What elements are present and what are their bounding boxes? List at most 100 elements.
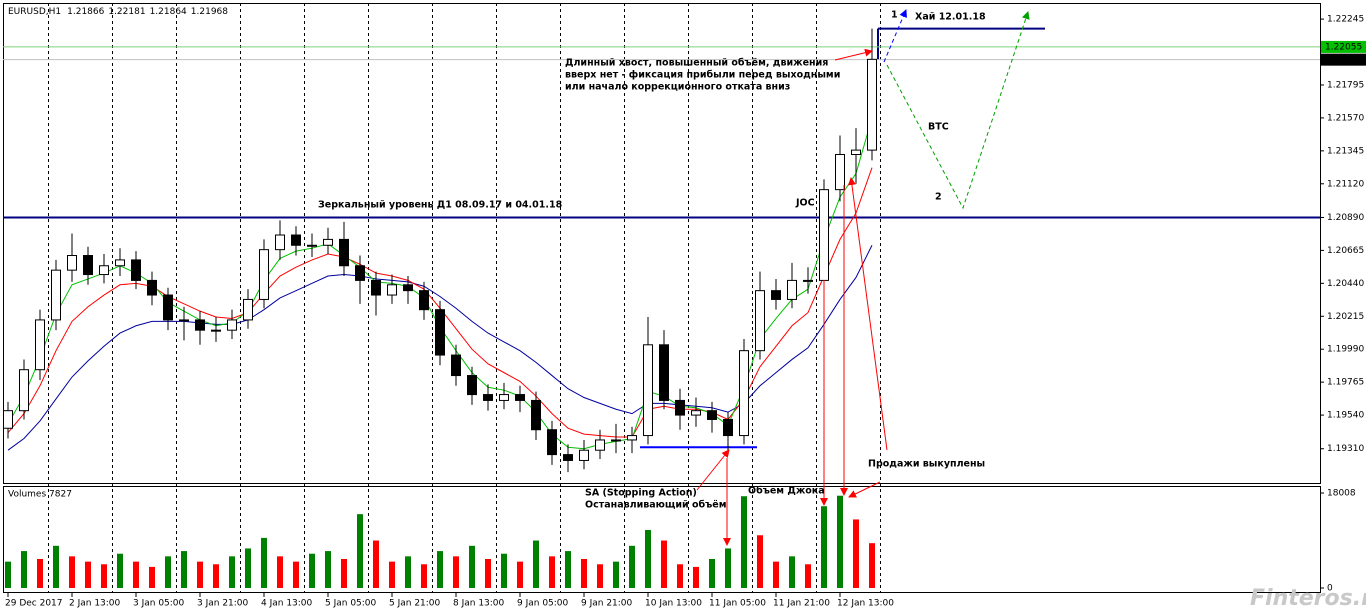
arrow: [848, 481, 881, 498]
candle-body: [355, 265, 365, 281]
candle-body: [211, 329, 221, 332]
candle-body: [339, 238, 349, 267]
volume-bar: [213, 564, 219, 588]
volume-bar: [805, 564, 811, 588]
y-tick-label: 1.19990: [1327, 345, 1364, 355]
candle-body: [243, 298, 253, 321]
candle-body: [771, 290, 781, 300]
volume-bar: [581, 558, 587, 588]
annotation: SA (Stopping Action): [585, 488, 697, 499]
volume-bar: [261, 537, 267, 588]
volume-bar: [149, 566, 155, 588]
candle-body: [627, 435, 637, 441]
x-tick-label: 29 Dec 2017: [5, 599, 63, 609]
candle-body: [275, 234, 285, 251]
volume-bar: [741, 496, 747, 588]
x-tick-label: 3 Jan 05:00: [133, 599, 185, 609]
volume-bar: [853, 519, 859, 588]
candle-body: [163, 294, 173, 321]
y-tick-label: 1.19540: [1327, 411, 1364, 421]
ohlc-value: 1.21864: [150, 7, 187, 17]
candle-body: [707, 410, 717, 420]
ohlc-value: 1.22181: [108, 7, 145, 17]
volume-bar: [277, 556, 283, 588]
volume-bar: [485, 558, 491, 588]
volume-bar: [309, 553, 315, 588]
volume-bar: [517, 561, 523, 588]
candle-body: [467, 375, 477, 396]
volume-bar: [37, 558, 43, 588]
candle-body: [483, 394, 493, 401]
volume-bar: [645, 529, 651, 588]
candle-body: [291, 234, 301, 246]
volume-bar: [5, 561, 11, 588]
period-separators: [48, 3, 881, 593]
volume-bar: [661, 540, 667, 588]
volume-bar: [85, 561, 91, 588]
candle-body: [115, 259, 125, 267]
annotation: JOC: [795, 198, 815, 209]
annotation: Хай 12.01.18: [915, 12, 986, 23]
x-tick-label: 2 Jan 13:00: [69, 599, 121, 609]
volume-pane: [3, 486, 1321, 593]
volume-bar: [133, 561, 139, 588]
volume-bar: [69, 556, 75, 588]
volume-bar: [117, 553, 123, 588]
volume-bar: [533, 540, 539, 588]
candle-body: [595, 439, 605, 451]
y-tick-label: 1.20440: [1327, 279, 1364, 289]
ohlc-value: 1.21968: [191, 7, 228, 17]
volume-bar: [197, 561, 203, 588]
candle-body: [755, 290, 765, 352]
candle-body: [435, 309, 445, 356]
annotation: 1: [891, 10, 898, 21]
volume-tick-label: 0: [1327, 584, 1333, 594]
candle-body: [547, 429, 557, 456]
price-marker-label: 1.21968: [1325, 55, 1362, 65]
candle-body: [611, 439, 621, 442]
x-tick-label: 9 Jan 05:00: [517, 599, 569, 609]
arrow: [696, 449, 730, 491]
scenario-path: [886, 11, 1030, 210]
candle-body: [387, 284, 397, 296]
price-marker-label: 1.22055: [1325, 42, 1362, 52]
annotation: Зеркальный уровень Д1 08.09.17 и 04.01.1…: [318, 200, 563, 211]
price-marker-box: [1321, 40, 1366, 53]
annotation: Останавливающий объём: [585, 500, 727, 511]
annotation: или начало коррекционного отката вниз: [565, 82, 790, 93]
volume-bar: [821, 506, 827, 588]
x-tick-label: 8 Jan 13:00: [453, 599, 505, 609]
x-tick-label: 5 Jan 05:00: [325, 599, 377, 609]
candle-body: [323, 238, 333, 246]
candle-body: [499, 394, 509, 401]
volume-bar: [837, 495, 843, 588]
candle-body: [515, 394, 525, 401]
volume-bar: [773, 561, 779, 588]
annotation: Продажи выкуплены: [868, 459, 985, 470]
annotations: 1 Хай 12.01.18 Длинный хвост, повышенный…: [318, 9, 1030, 546]
x-tick-label: 11 Jan 05:00: [709, 599, 766, 609]
candle-body: [819, 189, 829, 281]
arrows: [696, 48, 888, 546]
volume-bar: [725, 548, 731, 588]
volume-bar: [629, 545, 635, 588]
volume-bar: [565, 551, 571, 588]
volume-bar: [789, 556, 795, 588]
candle-body: [195, 319, 205, 331]
arrow: [834, 48, 873, 61]
candle-body: [643, 344, 653, 437]
candle-body: [67, 255, 77, 271]
volume-bar: [181, 551, 187, 588]
volume-bar: [325, 551, 331, 588]
y-tick-label: 1.21570: [1327, 113, 1364, 123]
x-tick-label: 9 Jan 21:00: [581, 599, 633, 609]
volume-tick-label: 18008: [1327, 489, 1356, 499]
y-tick-label: 1.20665: [1327, 246, 1364, 256]
volume-bar: [501, 553, 507, 588]
candle-body: [227, 319, 237, 331]
volume-bar: [453, 556, 459, 588]
volume-bar: [757, 535, 763, 588]
y-tick-label: 1.21345: [1327, 146, 1364, 156]
candle-body: [403, 284, 413, 292]
volume-bar: [677, 564, 683, 588]
